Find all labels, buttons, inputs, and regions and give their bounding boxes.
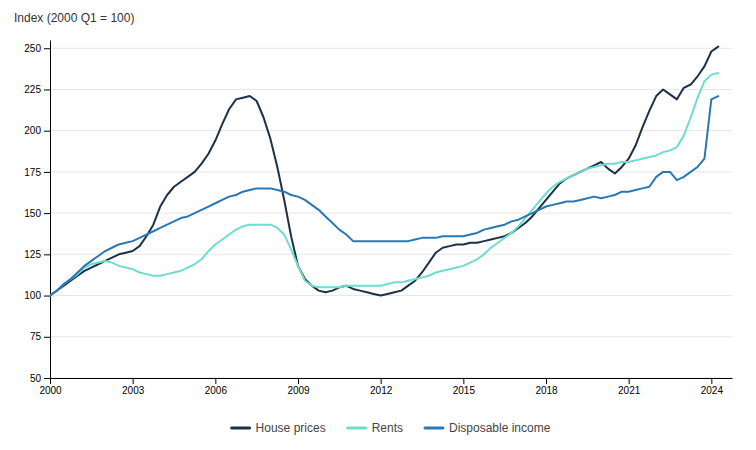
y-tick-label: 250 [24,43,41,54]
y-tick-mark [44,48,50,49]
y-tick-label: 100 [24,290,41,301]
x-tick: 2009 [287,378,310,396]
y-tick: 150 [24,208,50,219]
x-tick-mark [463,378,464,384]
series-line [50,73,718,296]
y-tick-mark [44,131,50,132]
x-tick: 2024 [701,378,724,396]
x-tick-label: 2024 [701,385,724,396]
y-tick-label: 200 [24,125,41,136]
y-tick: 250 [24,43,50,54]
x-tick-mark [381,378,382,384]
x-tick-label: 2000 [39,385,62,396]
lines [50,47,718,296]
series-line [50,47,718,296]
grid-line [50,130,732,131]
grid [50,48,732,378]
y-tick-label: 75 [30,331,42,342]
legend-swatch [232,427,250,430]
y-tick: 125 [24,249,50,260]
legend-label: House prices [256,421,326,435]
x-tick-mark [215,378,216,384]
grid-line [50,171,732,172]
x-axis-line [51,378,733,379]
legend-swatch [348,427,366,430]
chart: 5075100125150175200225250200020032006200… [0,0,756,450]
y-tick-label: 150 [24,208,41,219]
x-tick-mark [711,378,712,384]
legend-item: House prices [232,421,326,435]
y-tick: 50 [30,373,50,384]
legend-label: Rents [372,421,403,435]
grid-line [50,48,732,49]
legend-swatch [425,427,443,430]
legend: House prices Rents Disposable income [232,421,551,435]
y-tick: 75 [30,331,50,342]
plot-area: 5075100125150175200225250200020032006200… [24,41,732,397]
x-tick-mark [133,378,134,384]
y-tick-mark [44,296,50,297]
grid-line [50,336,732,337]
x-tick: 2006 [205,378,228,396]
y-tick-mark [44,378,50,379]
y-tick: 100 [24,290,50,301]
legend-item: Rents [348,421,403,435]
x-tick: 2018 [535,378,558,396]
x-tick-label: 2018 [535,385,558,396]
y-tick-label: 175 [24,167,41,178]
x-tick-mark [50,378,51,384]
y-tick-label: 125 [24,249,41,260]
x-tick: 2003 [122,378,145,396]
y-tick-mark [44,172,50,173]
x-tick: 2015 [453,378,476,396]
y-tick: 225 [24,84,50,95]
grid-line [50,213,732,214]
x-tick-label: 2015 [453,385,476,396]
y-tick-mark [44,89,50,90]
x-tick-label: 2021 [618,385,641,396]
y-tick-mark [44,254,50,255]
grid-line [50,89,732,90]
x-tick: 2021 [618,378,641,396]
x-tick-label: 2006 [205,385,228,396]
legend-item: Disposable income [425,421,551,435]
x-tick-label: 2009 [287,385,310,396]
grid-line [50,378,732,379]
y-tick: 200 [24,125,50,136]
y-axis-title: Index (2000 Q1 = 100) [14,11,134,25]
x-tick-mark [629,378,630,384]
y-tick-label: 50 [30,373,42,384]
y-axis: 50 75 100 125 150 175 200 225 250 [24,41,50,384]
y-tick-mark [44,213,50,214]
x-tick: 2012 [370,378,393,396]
legend-label: Disposable income [449,421,551,435]
x-tick-mark [298,378,299,384]
grid-line [50,254,732,255]
x-tick-label: 2012 [370,385,393,396]
grid-line [50,295,732,296]
x-tick: 2000 [39,378,62,396]
x-axis: 2000 2003 2006 2009 2012 2015 2018 2021 2024 [39,378,732,396]
series-line [50,96,718,296]
x-tick-label: 2003 [122,385,145,396]
y-tick-label: 225 [24,84,41,95]
y-tick: 175 [24,167,50,178]
y-tick-mark [44,337,50,338]
x-tick-mark [546,378,547,384]
y-axis-line [50,41,51,379]
